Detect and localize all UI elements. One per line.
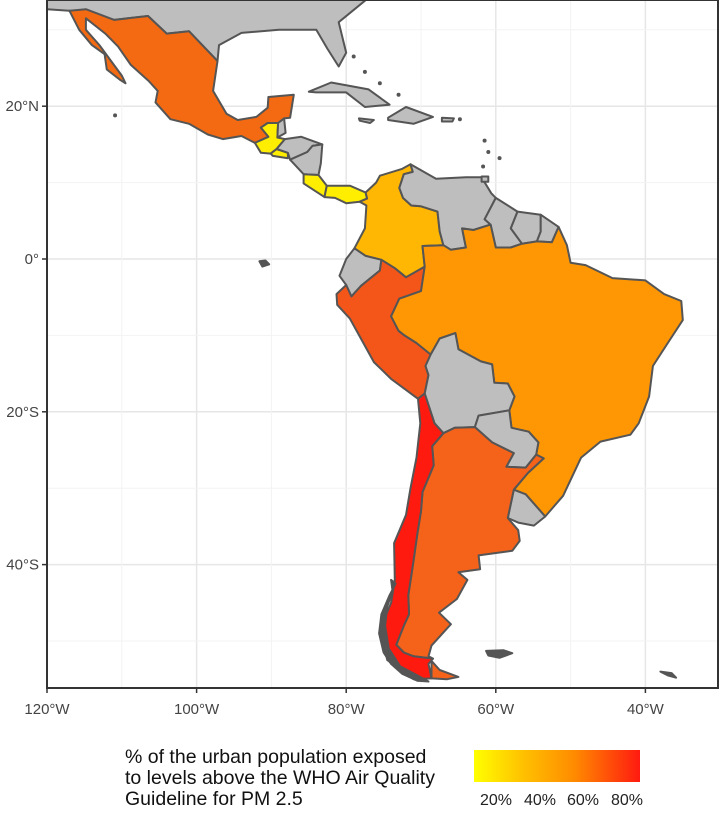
island-dot xyxy=(377,81,382,86)
y-tick-label: 20°S xyxy=(6,404,39,421)
country-hispaniola xyxy=(387,106,434,125)
country-galapagos xyxy=(258,259,271,268)
x-tick-label: 120°W xyxy=(24,701,70,718)
legend-title: % of the urban population exposed to lev… xyxy=(125,747,465,810)
x-tick-label: 80°W xyxy=(328,701,366,718)
x-tick-label: 60°W xyxy=(477,701,515,718)
country-layer xyxy=(47,0,684,683)
legend-title-line: Guideline for PM 2.5 xyxy=(125,788,303,810)
legend-label: 60% xyxy=(567,792,600,809)
x-tick-label: 100°W xyxy=(174,701,220,718)
island-dot xyxy=(362,69,367,74)
plot-panel-border xyxy=(46,0,719,689)
legend-label: 80% xyxy=(611,792,644,809)
country-south-georgia xyxy=(659,670,678,679)
country-tierra-del-fuego-argentina xyxy=(430,659,460,681)
island-dot xyxy=(457,117,462,122)
country-chile-islands xyxy=(378,578,430,683)
country-chile xyxy=(378,392,445,681)
island-dot xyxy=(486,150,491,155)
country-cuba xyxy=(307,81,391,108)
island-dot xyxy=(396,92,401,97)
legend-title-line: to levels above the WHO Air Quality xyxy=(125,767,435,789)
island-dot xyxy=(481,164,486,169)
y-tick-label: 40°S xyxy=(6,557,39,574)
island-dot xyxy=(113,113,118,118)
y-tick-label: 0° xyxy=(25,251,39,268)
island-dot xyxy=(482,138,487,143)
country-puerto-rico xyxy=(440,116,455,123)
country-falklands xyxy=(485,649,514,659)
country-nicaragua xyxy=(289,143,324,176)
island-dot xyxy=(351,54,356,59)
country-costa-rica xyxy=(302,173,328,199)
country-jamaica xyxy=(357,117,375,124)
country-mexico xyxy=(68,8,295,144)
legend-label: 40% xyxy=(524,792,557,809)
legend-title-line: % of the urban population exposed xyxy=(125,746,427,768)
country-belize xyxy=(276,117,287,139)
y-tick-label: 20°N xyxy=(5,98,39,115)
legend-label: 20% xyxy=(480,792,513,809)
country-trinidad xyxy=(480,175,490,183)
island-dot xyxy=(497,156,502,161)
legend-colorbar xyxy=(474,750,640,782)
x-tick-label: 40°W xyxy=(627,701,665,718)
